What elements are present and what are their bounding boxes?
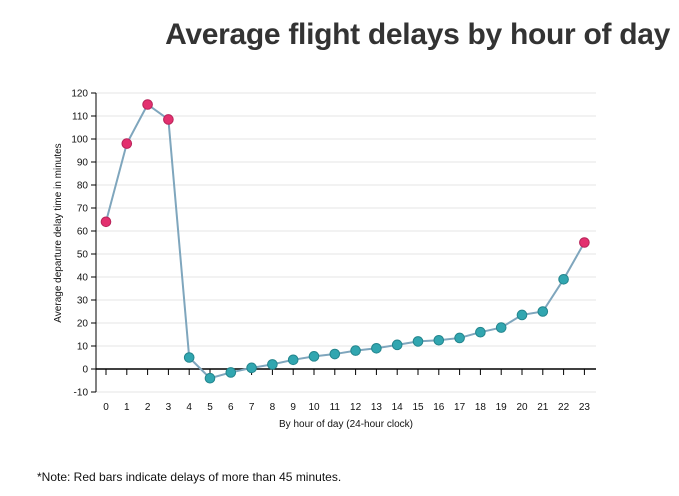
y-tick-label: 120 xyxy=(71,89,88,100)
data-point-high xyxy=(100,216,112,228)
y-tick-label: 0 xyxy=(82,365,88,376)
delay-line xyxy=(105,103,586,380)
x-tick-label: 2 xyxy=(145,402,151,413)
y-tick-label: 40 xyxy=(77,273,89,284)
data-point xyxy=(454,332,465,344)
data-point-high xyxy=(163,114,174,125)
y-tick-label: 90 xyxy=(77,158,89,169)
y-tick-label: 100 xyxy=(71,135,88,146)
gridlines xyxy=(96,92,596,393)
data-point xyxy=(225,367,237,378)
x-tick-label: 23 xyxy=(579,402,591,413)
y-tick-label: 30 xyxy=(77,296,89,307)
x-tick-label: 14 xyxy=(392,402,404,413)
x-tick-label: 5 xyxy=(207,402,213,413)
data-point xyxy=(287,354,299,366)
x-tick-label: 20 xyxy=(516,402,528,413)
x-tick-label: 6 xyxy=(228,402,234,413)
data-point xyxy=(246,362,257,374)
x-tick-label: 13 xyxy=(371,402,383,413)
x-axis: 0 1 2 3 4 5 6 7 8 9 10 11 12 13 14 15 16 17 18 19 20 21 22 23 xyxy=(96,368,596,413)
data-point xyxy=(183,352,195,363)
data-point-high xyxy=(142,99,153,110)
x-tick-label: 19 xyxy=(496,402,508,413)
x-tick-label: 12 xyxy=(350,402,362,413)
data-point xyxy=(329,348,341,360)
data-point xyxy=(412,336,424,347)
x-tick-label: 21 xyxy=(537,402,549,413)
delay-series xyxy=(100,99,590,384)
y-tick-label: 110 xyxy=(72,112,88,123)
x-axis-title: By hour of day (24-hour clock) xyxy=(279,419,413,430)
data-point xyxy=(391,339,403,351)
y-tick-label: 10 xyxy=(77,342,89,353)
y-axis: -10 0 10 20 30 40 50 60 70 80 90 100 110 120 xyxy=(71,89,97,399)
x-tick-label: 17 xyxy=(454,402,466,413)
x-tick-label: 15 xyxy=(412,402,424,413)
y-tick-label: 50 xyxy=(77,250,89,261)
y-tick-label: 80 xyxy=(77,181,89,192)
y-tick-label: 20 xyxy=(77,319,89,330)
x-tick-label: 10 xyxy=(308,402,320,413)
y-axis-title: Average departure delay time in minutes xyxy=(53,143,64,322)
x-tick-label: 16 xyxy=(433,402,445,413)
data-point xyxy=(516,309,528,321)
footnote: *Note: Red bars indicate delays of more … xyxy=(37,470,342,484)
data-point xyxy=(537,306,549,317)
data-point xyxy=(308,351,320,362)
y-tick-label: 60 xyxy=(77,227,89,238)
x-tick-label: 0 xyxy=(103,402,109,413)
x-tick-label: 11 xyxy=(330,402,341,413)
y-tick-label: -10 xyxy=(74,388,89,399)
data-point xyxy=(267,359,278,370)
data-point xyxy=(495,322,507,333)
data-point xyxy=(350,345,361,356)
chart-title: Average flight delays by hour of day xyxy=(165,18,670,51)
x-tick-label: 7 xyxy=(249,402,255,413)
data-point-high xyxy=(121,138,133,149)
y-tick-label: 70 xyxy=(77,204,89,215)
data-point-high xyxy=(579,237,590,248)
data-point xyxy=(204,372,216,384)
x-tick-label: 22 xyxy=(558,402,570,413)
x-tick-label: 18 xyxy=(475,402,487,413)
data-point xyxy=(371,343,382,354)
x-tick-label: 8 xyxy=(270,402,276,413)
data-point xyxy=(433,334,445,346)
data-point xyxy=(558,274,569,285)
x-tick-label: 1 xyxy=(124,402,130,413)
x-tick-label: 3 xyxy=(166,402,172,413)
x-tick-label: 4 xyxy=(186,402,192,413)
x-tick-label: 9 xyxy=(290,402,296,413)
data-point xyxy=(475,326,486,338)
